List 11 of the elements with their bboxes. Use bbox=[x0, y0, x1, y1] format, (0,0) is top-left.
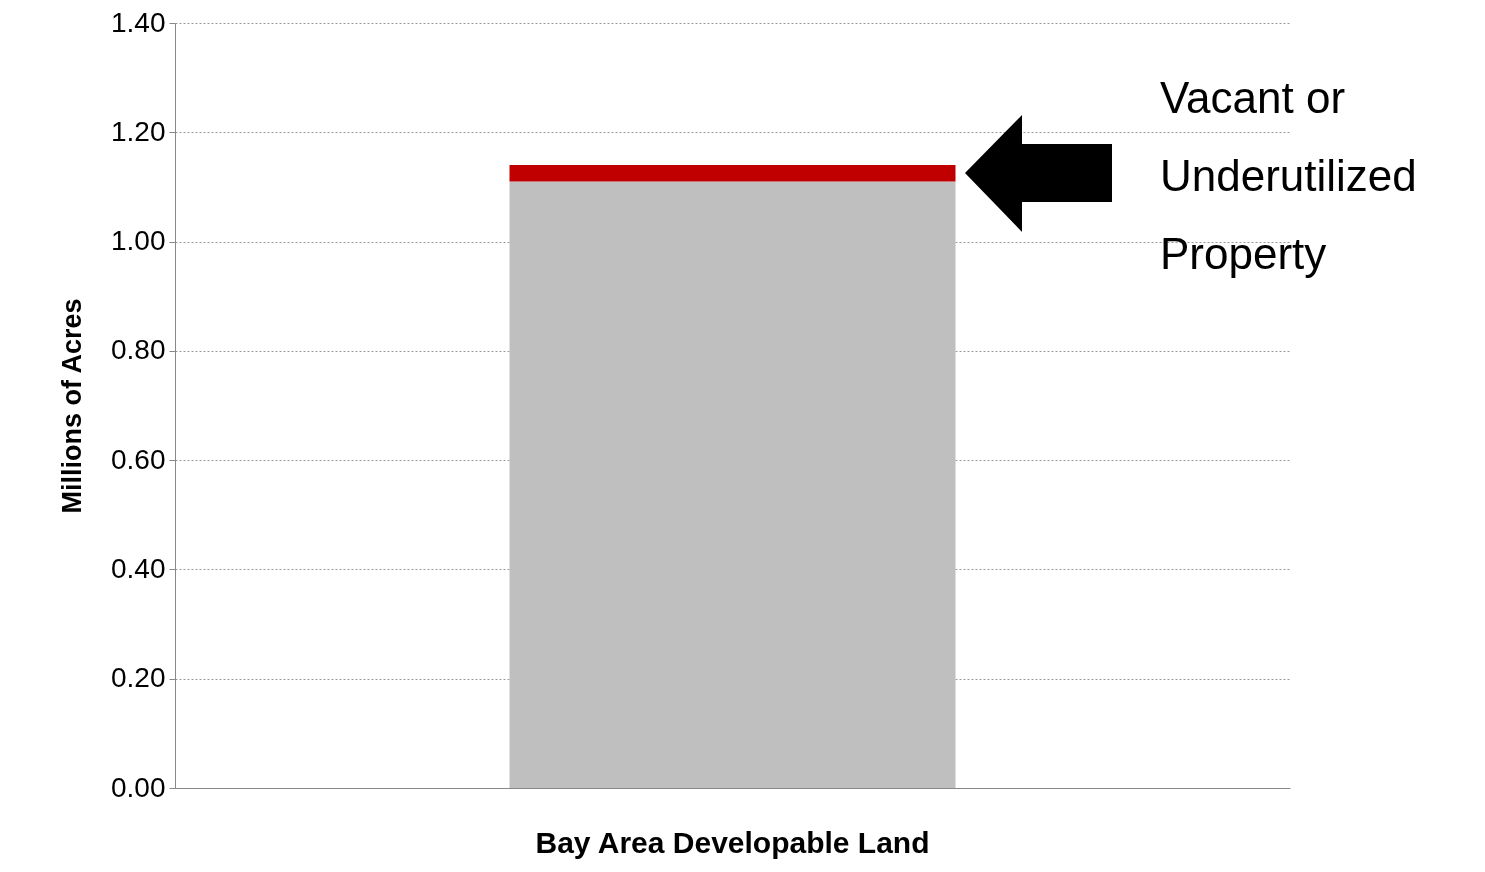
y-tick-label: 0.40 bbox=[111, 552, 166, 584]
y-tick-label: 1.00 bbox=[111, 225, 166, 257]
y-axis-title: Millions of Acres bbox=[57, 298, 87, 514]
y-tick-label: 1.20 bbox=[111, 115, 166, 147]
annotation: Vacant or Underutilized Property bbox=[1160, 73, 1417, 278]
y-tick-label: 0.20 bbox=[111, 662, 166, 694]
y-tick-label: 0.60 bbox=[111, 443, 166, 475]
y-tick-label: 0.00 bbox=[111, 771, 166, 803]
x-tick-label: Bay Area Developable Land bbox=[535, 825, 930, 859]
y-tick-label: 0.80 bbox=[111, 334, 166, 366]
y-tick-label: 1.40 bbox=[111, 6, 166, 38]
